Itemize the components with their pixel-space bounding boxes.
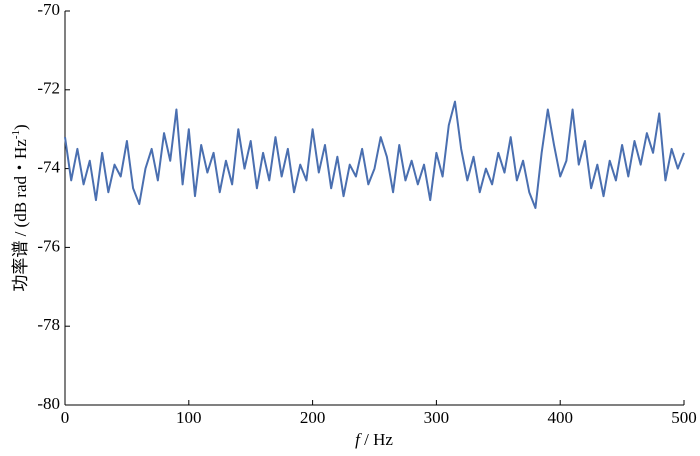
x-axis-label: f / Hz: [355, 430, 393, 449]
x-label-var: f: [355, 430, 362, 449]
y-tick-label: -74: [37, 158, 60, 177]
y-tick-label: -72: [37, 79, 60, 98]
x-tick-label: 500: [671, 408, 697, 427]
x-tick-label: 200: [300, 408, 326, 427]
y-label-main: 功率谱 / (dB rad・Hz: [11, 139, 30, 292]
y-tick-label: -76: [37, 236, 60, 255]
x-tick-label: 100: [176, 408, 202, 427]
y-tick-label: -80: [37, 394, 60, 413]
x-tick-label: 300: [424, 408, 450, 427]
x-tick-label: 400: [547, 408, 573, 427]
y-tick-label: -78: [37, 315, 60, 334]
x-label-unit: / Hz: [364, 430, 393, 449]
y-axis-label: 功率谱 / (dB rad・Hz-1): [10, 124, 30, 291]
y-label-sup: -1: [10, 130, 22, 139]
y-label-end: ): [11, 124, 30, 130]
y-tick-label: -70: [37, 0, 60, 19]
x-tick-label: 0: [61, 408, 70, 427]
line-series: [64, 100, 685, 209]
